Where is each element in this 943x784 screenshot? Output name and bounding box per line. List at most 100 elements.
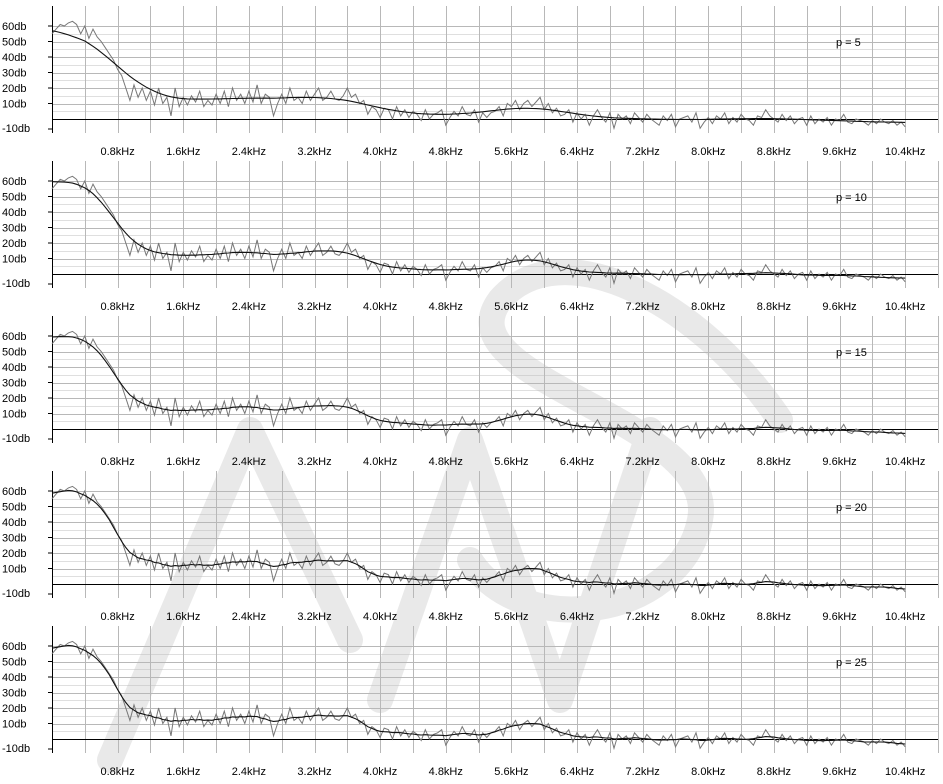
x-tick-label: 4.8kHz [429, 456, 463, 468]
y-tick-label: 40db [2, 52, 26, 64]
x-tick-label: 4.0kHz [363, 766, 397, 778]
x-tick-label: 5.6kHz [494, 611, 528, 623]
x-tick-label: 1.6kHz [166, 301, 200, 313]
x-tick-label: 8.0kHz [691, 766, 725, 778]
x-tick-label: 10.4kHz [885, 146, 925, 158]
panels: 60db 50db 40db 30db 20db 10db -10db 0.8kHz 1.6kH… [2, 6, 939, 778]
lpc-envelope-line [51, 644, 906, 745]
y-tick-label: 60db [2, 331, 26, 343]
y-tick-label: -10db [2, 278, 30, 290]
y-tick-label: 10db [2, 564, 26, 576]
y-tick-label: 30db [2, 68, 26, 80]
x-tick-label: 9.6kHz [822, 611, 856, 623]
y-tick-label: 20db [2, 393, 26, 405]
x-tick-label: 8.8kHz [757, 766, 791, 778]
y-tick-label: 20db [2, 83, 26, 95]
y-tick-label: 40db [2, 207, 26, 219]
y-tick-label: 40db [2, 672, 26, 684]
x-tick-label: 4.8kHz [429, 301, 463, 313]
x-tick-label: 1.6kHz [166, 146, 200, 158]
x-tick-label: 6.4kHz [560, 456, 594, 468]
spectrum-panel-2: 60db 50db 40db 30db 20db 10db -10db 0.8kHz 1.6kH… [2, 161, 939, 313]
y-tick-label: 10db [2, 409, 26, 421]
y-tick-label: 20db [2, 703, 26, 715]
x-tick-label: 4.0kHz [363, 611, 397, 623]
y-tick-label: 30db [2, 688, 26, 700]
fft-spectrum-line [51, 175, 906, 286]
x-tick-label: 3.2kHz [297, 611, 331, 623]
y-tick-label: 60db [2, 176, 26, 188]
x-tick-label: 8.0kHz [691, 611, 725, 623]
x-tick-label: 3.2kHz [297, 301, 331, 313]
order-annotation: p = 25 [836, 657, 867, 669]
order-annotation: p = 10 [836, 192, 867, 204]
spectrum-panel-4: 60db 50db 40db 30db 20db 10db -10db 0.8kHz 1.6kH… [2, 471, 939, 623]
x-tick-label: 4.8kHz [429, 766, 463, 778]
x-tick-label: 9.6kHz [822, 301, 856, 313]
x-tick-label: 3.2kHz [297, 456, 331, 468]
y-tick-label: 50db [2, 502, 26, 514]
x-tick-label: 7.2kHz [626, 146, 660, 158]
x-tick-label: 5.6kHz [494, 456, 528, 468]
order-annotation: p = 5 [836, 37, 861, 49]
lpc-envelope-line [51, 336, 906, 434]
x-tick-label: 7.2kHz [626, 766, 660, 778]
x-tick-label: 3.2kHz [297, 146, 331, 158]
y-tick-label: -10db [2, 433, 30, 445]
x-tick-label: 5.6kHz [494, 146, 528, 158]
fft-spectrum-line [51, 20, 906, 131]
y-tick-label: -10db [2, 123, 30, 135]
lpc-envelope-line [51, 489, 906, 590]
y-tick-label: 60db [2, 486, 26, 498]
x-tick-label: 9.6kHz [822, 456, 856, 468]
order-annotation: p = 15 [836, 347, 867, 359]
x-tick-label: 6.4kHz [560, 301, 594, 313]
x-tick-label: 0.8kHz [101, 456, 135, 468]
x-tick-label: 5.6kHz [494, 301, 528, 313]
y-tick-label: 30db [2, 223, 26, 235]
x-tick-label: 10.4kHz [885, 611, 925, 623]
x-tick-label: 0.8kHz [101, 146, 135, 158]
y-tick-label: -10db [2, 588, 30, 600]
fft-spectrum-line [51, 640, 906, 751]
x-tick-label: 8.8kHz [757, 301, 791, 313]
x-tick-label: 10.4kHz [885, 766, 925, 778]
x-tick-label: 8.0kHz [691, 301, 725, 313]
x-tick-label: 2.4kHz [232, 456, 266, 468]
x-tick-label: 6.4kHz [560, 766, 594, 778]
x-tick-label: 4.8kHz [429, 146, 463, 158]
x-tick-label: 7.2kHz [626, 456, 660, 468]
x-tick-label: 9.6kHz [822, 766, 856, 778]
x-tick-label: 2.4kHz [232, 301, 266, 313]
x-tick-label: 0.8kHz [101, 611, 135, 623]
y-tick-label: 50db [2, 657, 26, 669]
x-tick-label: 6.4kHz [560, 611, 594, 623]
x-tick-label: 8.8kHz [757, 456, 791, 468]
x-tick-label: 8.0kHz [691, 456, 725, 468]
x-tick-label: 1.6kHz [166, 766, 200, 778]
y-tick-label: -10db [2, 743, 30, 755]
x-tick-label: 1.6kHz [166, 611, 200, 623]
y-tick-label: 10db [2, 99, 26, 111]
y-tick-label: 10db [2, 254, 26, 266]
x-tick-label: 1.6kHz [166, 456, 200, 468]
y-tick-label: 50db [2, 37, 26, 49]
x-tick-label: 0.8kHz [101, 766, 135, 778]
y-tick-label: 40db [2, 517, 26, 529]
spectrum-panel-1: 60db 50db 40db 30db 20db 10db -10db 0.8kHz 1.6kH… [2, 6, 939, 158]
x-tick-label: 4.0kHz [363, 146, 397, 158]
y-tick-label: 20db [2, 238, 26, 250]
x-tick-label: 2.4kHz [232, 146, 266, 158]
y-tick-label: 40db [2, 362, 26, 374]
x-tick-label: 4.0kHz [363, 301, 397, 313]
x-tick-label: 2.4kHz [232, 611, 266, 623]
y-tick-label: 30db [2, 533, 26, 545]
spectrum-panel-3: 60db 50db 40db 30db 20db 10db -10db 0.8kHz 1.6kH… [2, 316, 939, 468]
x-tick-label: 9.6kHz [822, 146, 856, 158]
y-tick-label: 50db [2, 347, 26, 359]
x-tick-label: 7.2kHz [626, 301, 660, 313]
y-tick-label: 60db [2, 641, 26, 653]
x-tick-label: 10.4kHz [885, 301, 925, 313]
x-tick-label: 2.4kHz [232, 766, 266, 778]
